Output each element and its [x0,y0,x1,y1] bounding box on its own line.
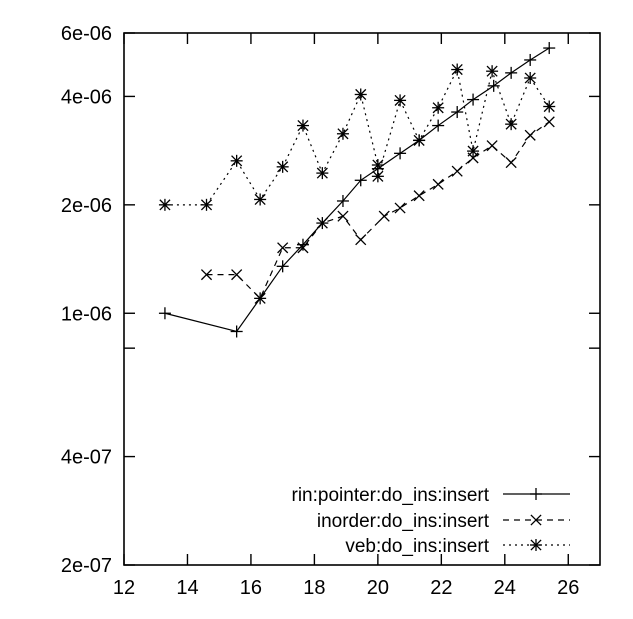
data-point [316,167,329,180]
data-point [486,65,499,78]
data-point [277,242,289,254]
x-tick-label: 24 [494,577,516,599]
legend-label: rin:pointer:do_ins:insert [292,485,490,506]
data-point [200,269,213,281]
data-point [354,174,367,187]
series-layer [158,42,556,338]
data-point [276,260,289,273]
data-point [487,79,500,92]
data-point [230,154,243,167]
data-point [505,118,518,131]
legend: rin:pointer:do_ins:insert inorder:do_ins:… [292,485,570,557]
y-tick-label: 1e-06 [61,303,112,325]
x-tick-label: 14 [176,577,198,599]
data-point [394,94,407,107]
series-line [164,47,550,333]
data-point [413,190,425,202]
data-point [158,198,171,211]
data-point [451,63,464,76]
x-tick-label: 20 [367,577,389,599]
y-tick-label: 2e-06 [61,195,112,217]
series-3 [158,63,556,211]
data-point [432,101,445,114]
data-point [355,234,367,246]
data-point [378,210,390,222]
x-tick-label: 22 [430,577,452,599]
data-point [432,178,444,190]
legend-marker [530,539,542,551]
legend-label: veb:do_ins:insert [345,536,489,557]
y-tick-label: 4e-07 [61,447,112,469]
data-point [543,100,556,113]
data-point [543,42,556,55]
data-point [297,242,309,254]
legend-entry: inorder:do_ins:insert [317,511,570,532]
data-point [394,202,406,214]
y-tick-label: 4e-06 [61,86,112,108]
data-point [432,119,445,132]
legend-marker [530,488,542,500]
x-tick-label: 12 [113,577,135,599]
data-point [543,116,555,128]
x-tick-label: 18 [303,577,325,599]
legend-marker [530,514,542,526]
data-point [524,53,537,66]
data-point [467,93,480,106]
data-point [394,147,407,160]
data-point [354,88,367,101]
data-point [505,157,517,169]
y-tick-label: 2e-07 [61,555,112,577]
data-point [230,325,243,338]
legend-entry: rin:pointer:do_ins:insert [292,485,570,506]
data-point [413,134,426,147]
data-point [231,269,243,281]
data-point [316,217,328,229]
legend-label: inorder:do_ins:insert [317,511,490,532]
data-point [451,165,463,177]
data-point [254,292,266,304]
data-point [371,159,384,172]
data-point [524,129,536,141]
y-tick-label: 6e-06 [61,23,112,45]
data-point [337,210,349,222]
data-point [336,194,349,207]
data-point [336,127,349,140]
data-point [254,193,267,206]
data-point [276,160,289,173]
x-tick-label: 16 [240,577,262,599]
data-point [200,198,213,211]
data-point [296,238,309,251]
data-point [158,307,171,320]
axis-ticks: 12 14 16 18 20 22 24 26 2e-07 4e-07 1e-06 2e-06 4e-0… [61,23,600,599]
legend-entry: veb:do_ins:insert [345,536,570,557]
data-point [505,66,518,79]
x-tick-label: 26 [557,577,579,599]
data-point [371,170,384,183]
data-point [467,145,480,158]
data-point [486,140,498,152]
plot-frame [123,32,601,566]
data-point [451,106,464,119]
data-point [524,71,537,84]
data-point [296,119,309,132]
